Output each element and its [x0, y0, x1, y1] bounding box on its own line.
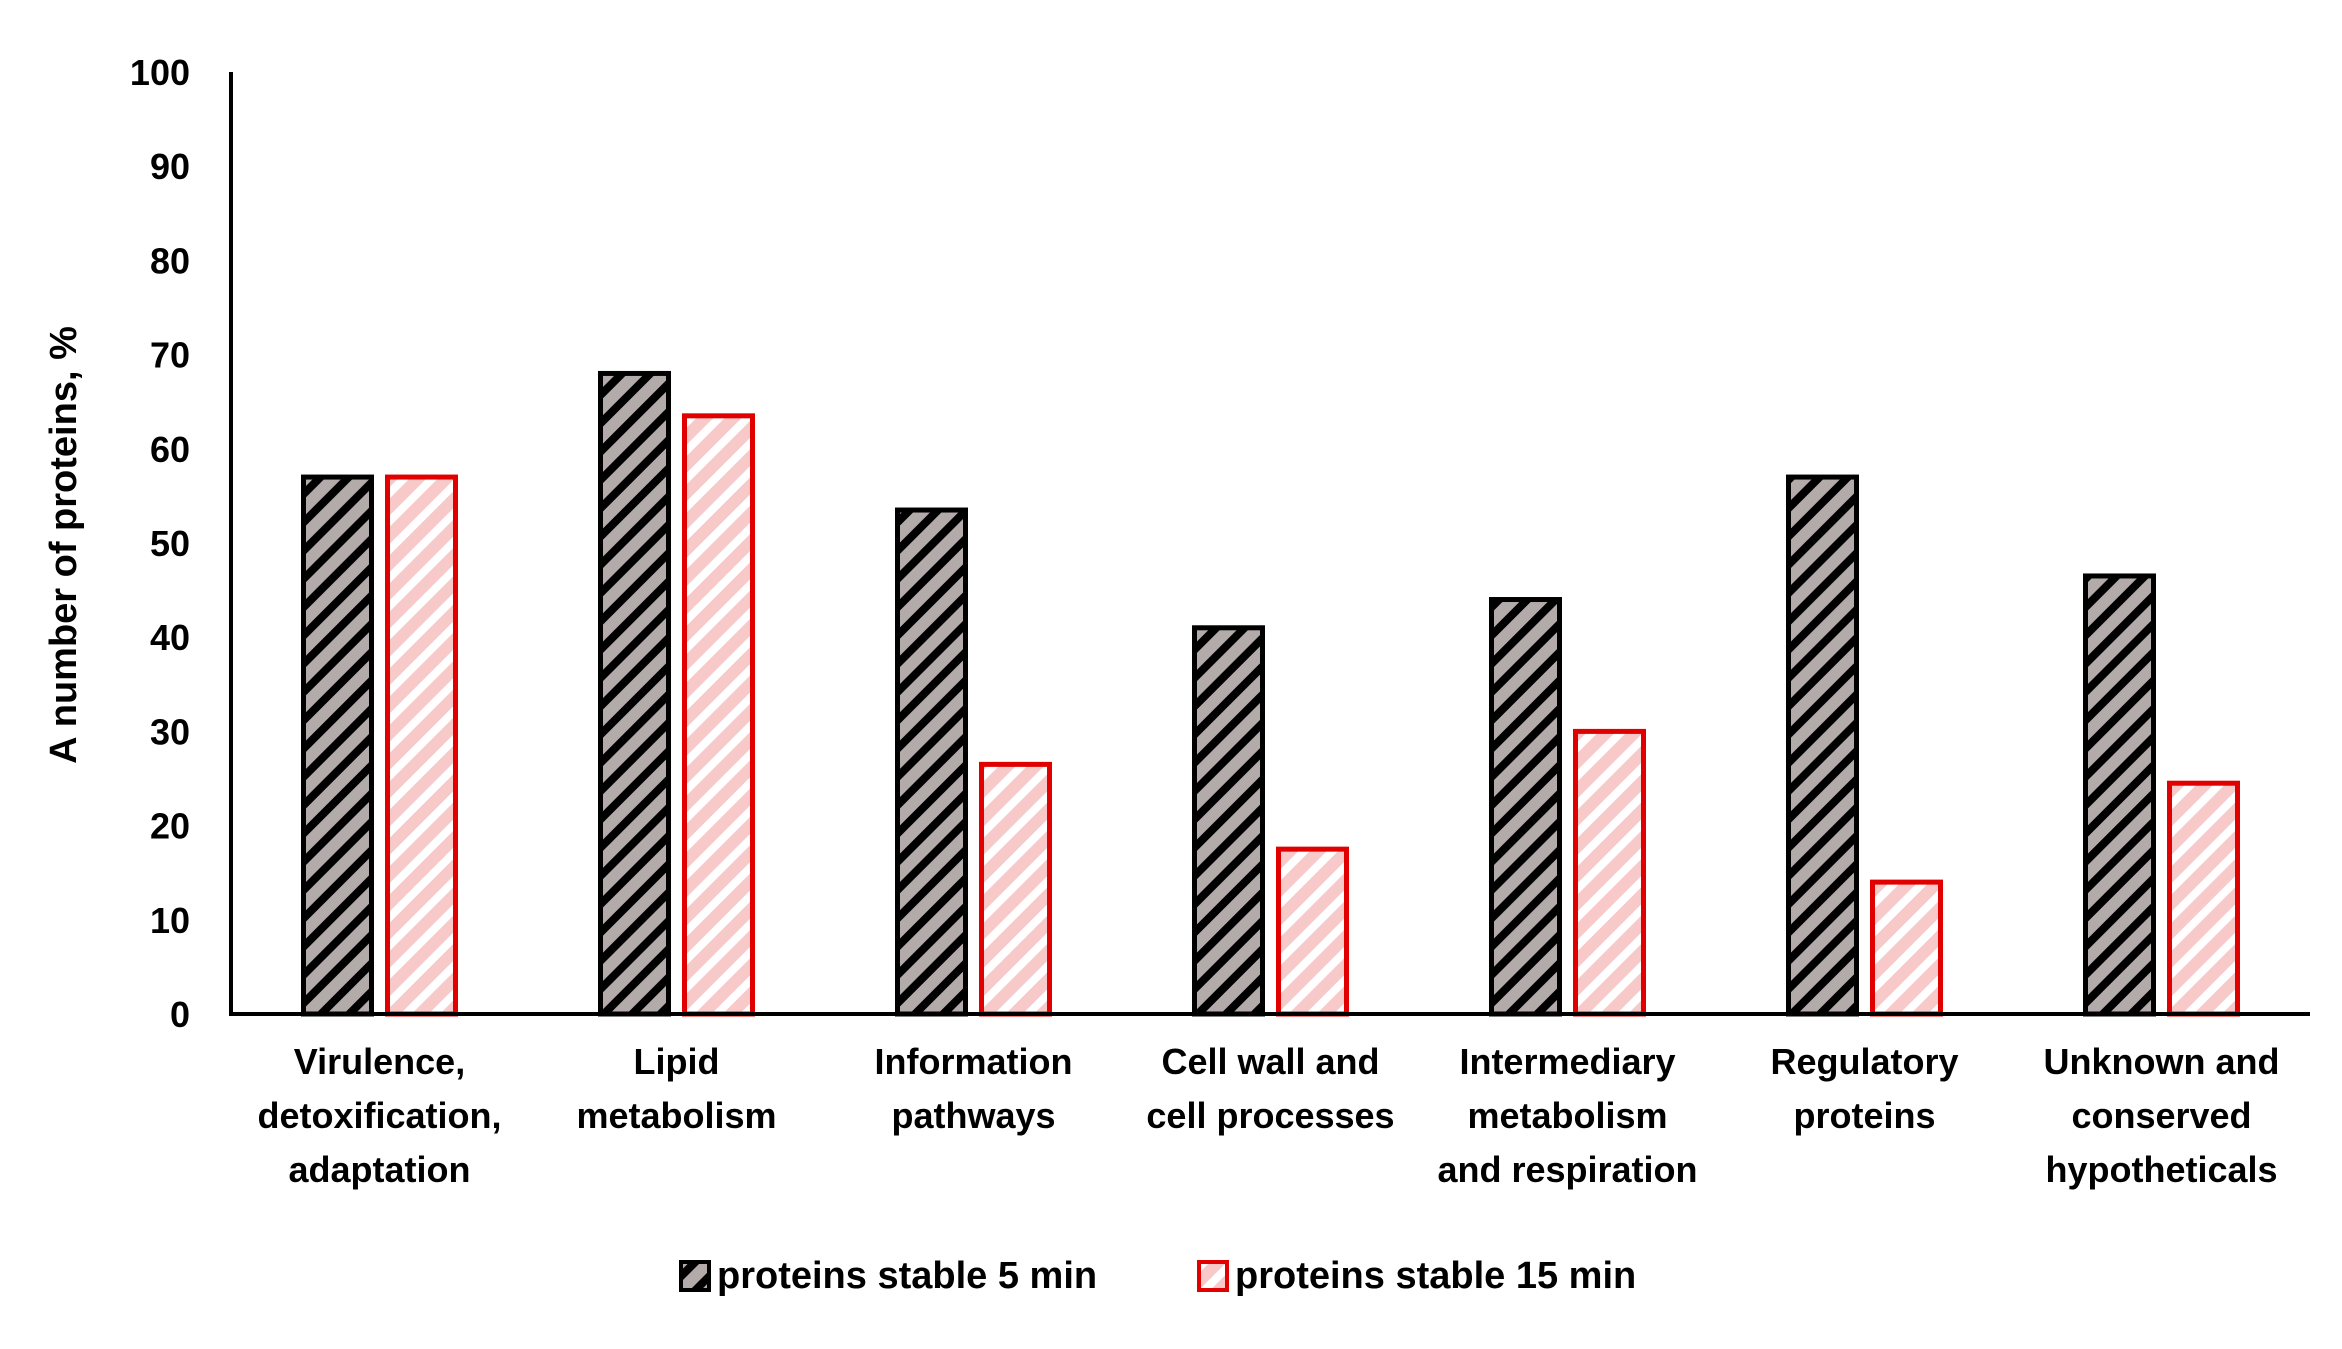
legend-label-series-2: proteins stable 15 min	[1235, 1255, 1636, 1297]
bar-series-2	[2167, 780, 2240, 1017]
legend-swatch-series-1	[679, 1260, 711, 1292]
bar-series-1	[1786, 474, 1859, 1017]
y-tick-label: 80	[150, 240, 190, 281]
bar-series-1	[598, 370, 671, 1017]
y-tick-label: 20	[150, 806, 190, 847]
bar-series-1	[895, 507, 968, 1017]
bar-series-2	[1573, 728, 1646, 1017]
x-axis-labels: Virulence, detoxification, adaptation Lipid…	[257, 1041, 2279, 1190]
y-axis-title: A number of proteins, %	[43, 326, 85, 764]
x-category-label: Regulatory proteins	[1770, 1041, 1958, 1136]
legend-label-series-1: proteins stable 5 min	[717, 1255, 1097, 1297]
legend-swatch-series-2	[1197, 1260, 1229, 1292]
bar-series-2	[1870, 879, 1943, 1017]
x-category-label: Unknown and conserved hypotheticals	[2044, 1041, 2280, 1190]
x-category-label: Cell wall and cell processes	[1146, 1041, 1394, 1136]
x-category-label: Information pathways	[875, 1041, 1073, 1136]
y-tick-label: 40	[150, 617, 190, 658]
y-tick-label: 50	[150, 523, 190, 564]
y-tick-label: 90	[150, 146, 190, 187]
bar-series-2	[1276, 846, 1349, 1017]
x-category-label: Lipid metabolism	[576, 1041, 776, 1136]
y-tick-label: 100	[130, 52, 190, 93]
bar-series-2	[979, 761, 1052, 1017]
bar-series-1	[1192, 625, 1265, 1017]
bars	[301, 370, 2240, 1017]
x-category-label: Intermediary metabolism and respiration	[1437, 1041, 1697, 1190]
legend: proteins stable 5 min proteins stable 15 …	[679, 1255, 1636, 1297]
bar-series-2	[385, 474, 458, 1017]
bar-series-2	[682, 413, 755, 1017]
y-tick-label: 10	[150, 900, 190, 941]
y-tick-label: 70	[150, 335, 190, 376]
x-category-label: Virulence, detoxification, adaptation	[257, 1041, 501, 1190]
axes	[229, 72, 2310, 1016]
bar-series-1	[1489, 597, 1562, 1017]
bar-series-1	[2083, 573, 2156, 1017]
y-tick-label: 60	[150, 429, 190, 470]
bar-series-1	[301, 474, 374, 1017]
y-tick-label: 0	[170, 994, 190, 1035]
y-tick-label: 30	[150, 711, 190, 752]
y-axis-ticks: 0 10 20 30 40 50 60 70 80 90 100	[130, 52, 190, 1035]
